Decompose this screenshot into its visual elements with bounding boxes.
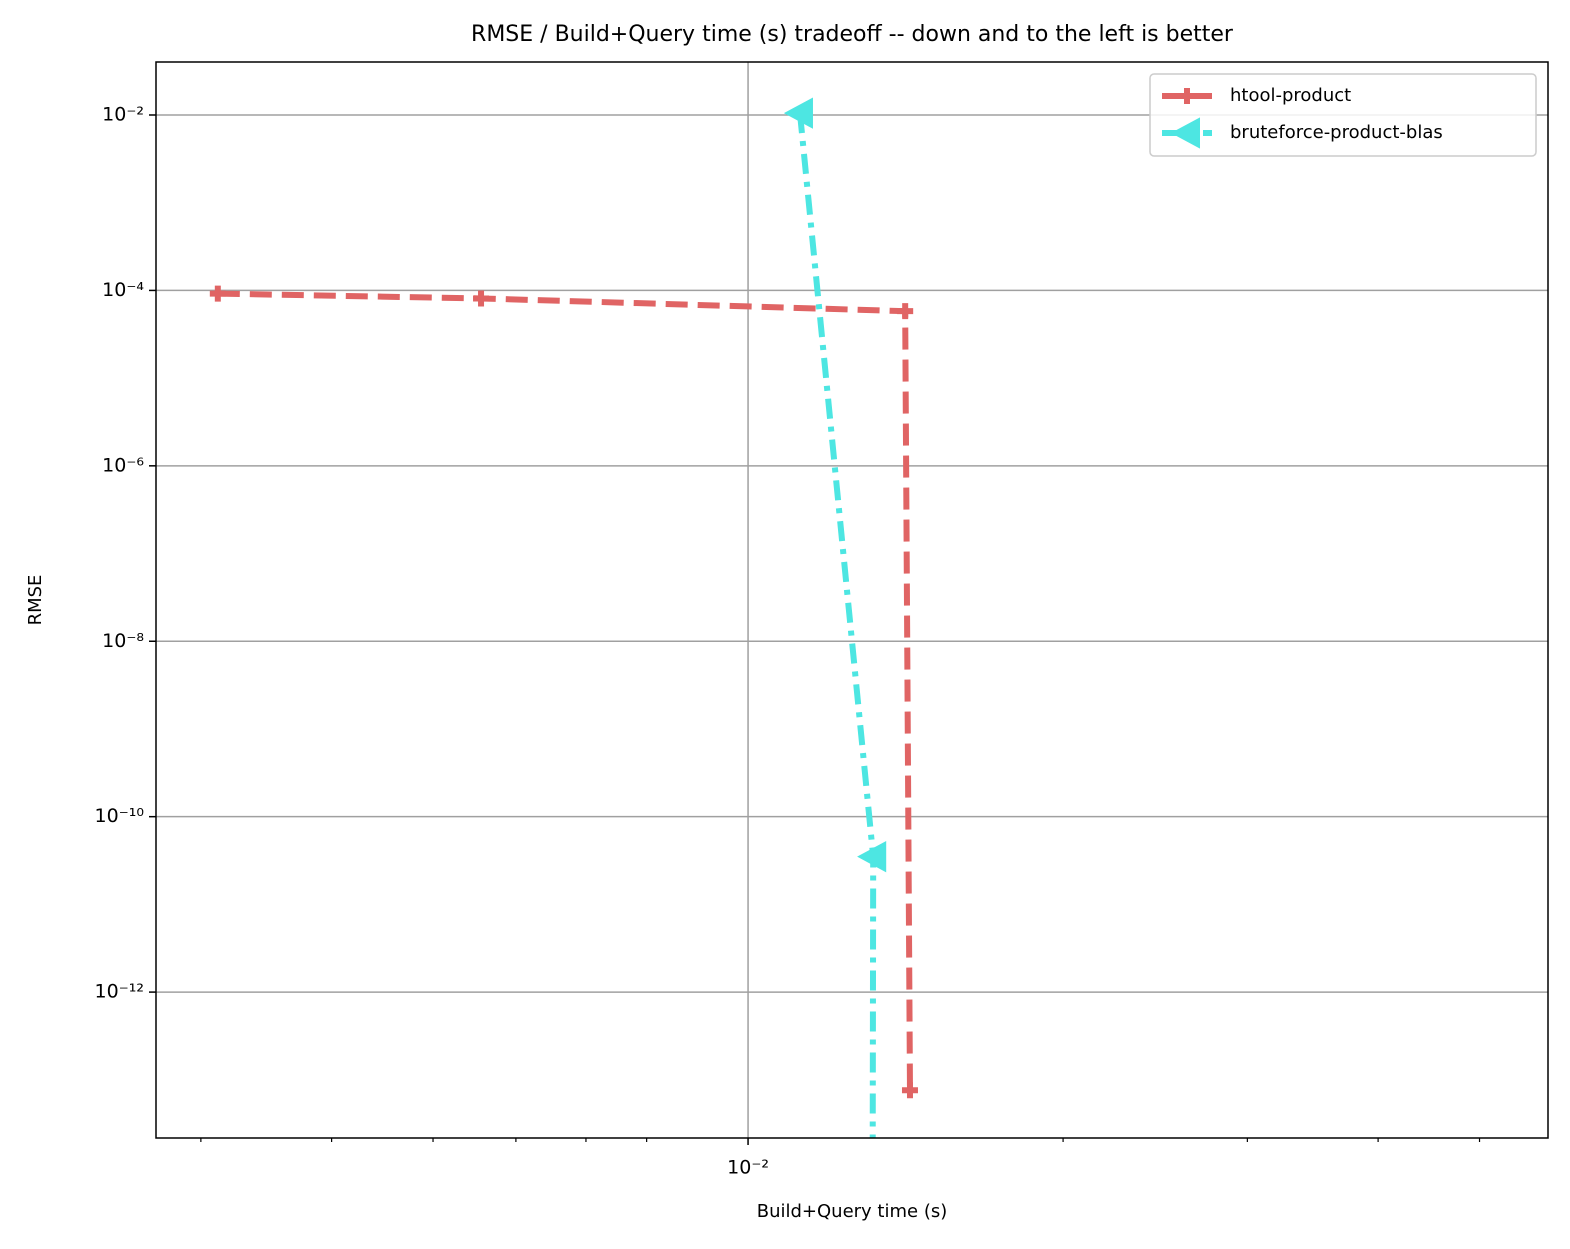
marker xyxy=(473,290,490,307)
axes: 10⁻² 10⁻⁴ 10⁻⁶ 10⁻⁸ 10⁻¹⁰ 10⁻¹² 10⁻² xyxy=(95,103,1481,1179)
series-line xyxy=(217,290,913,1091)
y-tick-label: 10⁻⁶ xyxy=(102,454,144,476)
plot-area xyxy=(209,97,918,1138)
marker xyxy=(901,1082,918,1099)
marker xyxy=(209,285,226,302)
x-tick-label: 10⁻² xyxy=(727,1157,769,1179)
marker xyxy=(897,303,914,320)
y-tick-label: 10⁻² xyxy=(102,103,144,125)
grid xyxy=(156,62,1548,1138)
marker xyxy=(857,840,887,873)
legend-box xyxy=(1149,73,1537,157)
legend-label: bruteforce-product-blas xyxy=(1230,122,1443,143)
legend: htool-product bruteforce-product-blas xyxy=(1149,73,1537,157)
y-tick-label: 10⁻¹⁰ xyxy=(95,805,144,827)
y-tick-label: 10⁻¹² xyxy=(95,981,144,1003)
marker xyxy=(1179,88,1195,104)
x-axis-label: Build+Query time (s) xyxy=(757,1201,948,1222)
marker xyxy=(1170,117,1200,149)
axes-frame xyxy=(155,61,1549,1139)
y-tick-label: 10⁻⁸ xyxy=(102,630,144,652)
y-tick-label: 10⁻⁴ xyxy=(102,279,144,301)
chart-title: RMSE / Build+Query time (s) tradeoff -- … xyxy=(471,22,1234,47)
legend-label: htool-product xyxy=(1230,85,1351,106)
marker xyxy=(783,97,813,129)
y-axis-label: RMSE xyxy=(25,575,46,626)
